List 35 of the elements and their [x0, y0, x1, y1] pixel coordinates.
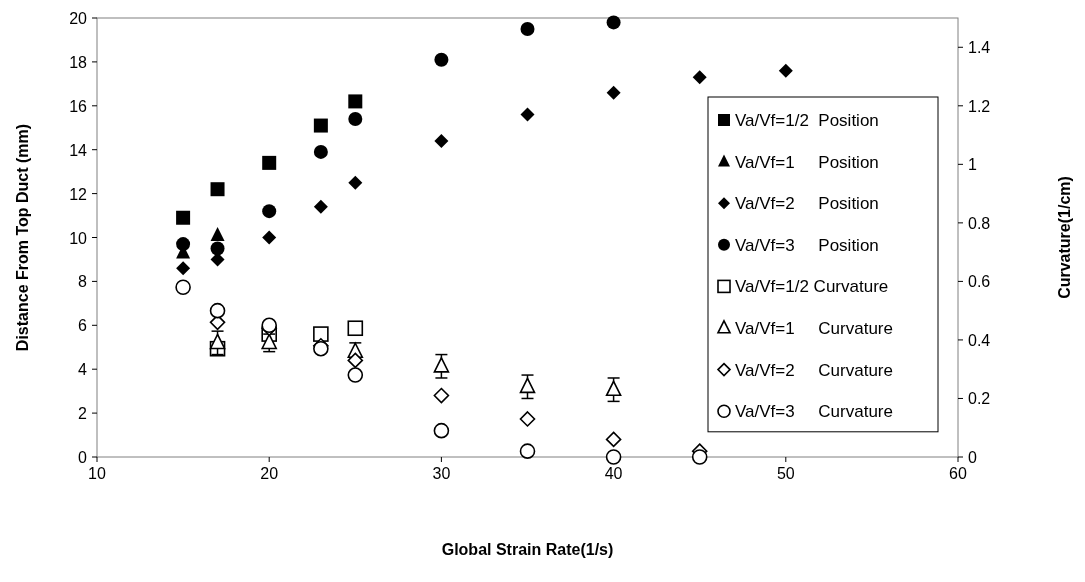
y-tick-label: 0 [78, 449, 88, 466]
y-tick-label: 18 [69, 53, 88, 71]
y-tick-label: 10 [69, 229, 88, 247]
y2-axis-title: Curvature(1/cm) [1056, 176, 1073, 299]
legend-label: Va/Vf=3 Position [735, 235, 879, 255]
y-tick-label: 4 [78, 361, 88, 379]
legend-label: Va/Vf=1 Position [735, 152, 879, 172]
y-tick-label: 8 [78, 273, 88, 291]
y-tick-label: 20 [69, 10, 88, 27]
legend-label: Va/Vf=1 Curvature [735, 319, 893, 338]
y2-tick-label: 1.2 [968, 97, 991, 115]
y2-tick-label: 0.6 [968, 273, 991, 291]
y-tick-label: 12 [69, 185, 88, 203]
y2-tick-label: 1 [968, 156, 977, 174]
y2-tick-label: 0.8 [968, 214, 991, 232]
legend-label: Va/Vf=2 Curvature [735, 360, 893, 380]
legend-label: Va/Vf=1/2 Curvature [735, 277, 889, 297]
y2-tick-label: 0.4 [968, 331, 991, 349]
y2-tick-label: 0.2 [968, 390, 991, 408]
legend-label: Va/Vf=1/2 Position [735, 111, 879, 130]
y-tick-label: 6 [78, 317, 88, 335]
x-tick-label: 60 [949, 465, 967, 482]
y-tick-label: 2 [78, 405, 88, 423]
x-tick-label: 30 [432, 465, 451, 482]
y2-tick-label: 1.4 [968, 39, 991, 57]
y-axis-title: Distance From Top Duct (mm) [14, 123, 31, 352]
x-tick-label: 40 [604, 465, 623, 482]
y2-tick-label: 0 [968, 449, 977, 466]
x-axis-title: Global Strain Rate(1/s) [441, 541, 614, 558]
x-tick-label: 20 [260, 465, 279, 482]
legend-label: Va/Vf=3 Curvature [735, 402, 893, 422]
y-tick-label: 14 [69, 141, 88, 159]
legend-label: Va/Vf=2 Position [735, 194, 879, 214]
x-tick-label: 50 [776, 465, 795, 482]
y-tick-label: 16 [69, 97, 88, 115]
